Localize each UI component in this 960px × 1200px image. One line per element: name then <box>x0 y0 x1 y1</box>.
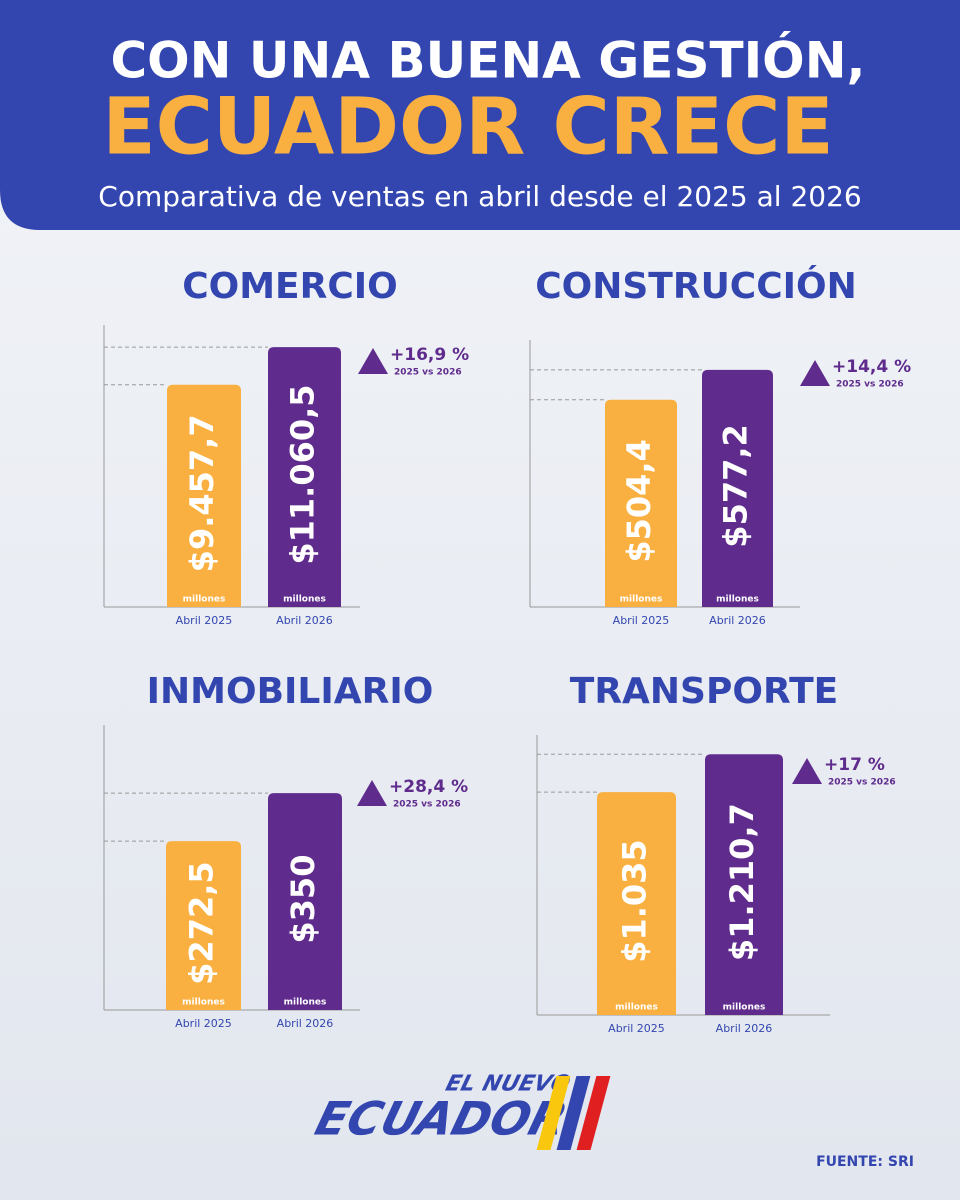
bar <box>597 792 676 1015</box>
x-tick-label: Abril 2026 <box>716 1022 773 1035</box>
chart-title: INMOBILIARIO <box>147 671 434 712</box>
bar <box>605 399 677 607</box>
header-line2: ECUADOR CRECE <box>102 82 833 172</box>
annotation-note: 2025 vs 2026 <box>836 380 904 390</box>
annotation: +14,4 % <box>832 357 911 377</box>
logo-stripe <box>556 1076 591 1150</box>
annotation-note: 2025 vs 2026 <box>828 778 896 788</box>
bar <box>268 793 342 1010</box>
chart-title: TRANSPORTE <box>570 671 838 712</box>
logo: EL NUEVO ECUADOR <box>310 1071 611 1150</box>
growth-arrow <box>800 360 830 386</box>
logo-stripe <box>536 1076 571 1150</box>
value-label: $504,4 <box>620 439 658 562</box>
x-tick-label: Abril 2025 <box>608 1022 665 1035</box>
header-subtitle: Comparativa de ventas en abril desde el … <box>98 180 861 213</box>
x-tick-label: Abril 2025 <box>175 1017 232 1030</box>
bar <box>166 841 241 1010</box>
value-label: $272,5 <box>183 861 221 984</box>
x-tick-label: Abril 2026 <box>277 1017 334 1030</box>
annotation: +17 % <box>824 755 885 775</box>
unit-label: millones <box>284 998 327 1008</box>
annotation: +28,4 % <box>389 777 468 797</box>
value-label: $1.035 <box>616 839 654 962</box>
annotation-note: 2025 vs 2026 <box>393 800 461 810</box>
bar <box>705 754 783 1015</box>
value-label: $350 <box>284 855 322 944</box>
x-tick-label: Abril 2026 <box>709 614 766 627</box>
x-tick-label: Abril 2026 <box>276 614 333 627</box>
header-band <box>0 0 960 230</box>
unit-label: millones <box>716 595 759 605</box>
bar <box>167 384 241 607</box>
x-tick-label: Abril 2025 <box>176 614 233 627</box>
logo-stripe <box>576 1076 611 1150</box>
growth-arrow <box>358 348 388 374</box>
value-label: $1.210,7 <box>723 803 761 961</box>
unit-label: millones <box>620 595 663 605</box>
growth-arrow <box>357 780 387 806</box>
chart-title: CONSTRUCCIÓN <box>535 265 857 307</box>
bar <box>702 369 773 607</box>
chart-title: COMERCIO <box>182 266 398 307</box>
logo-line2: ECUADOR <box>310 1093 573 1146</box>
value-label: $577,2 <box>717 424 755 547</box>
header-line1: CON UNA BUENA GESTIÓN, <box>110 31 865 90</box>
bar <box>268 347 341 607</box>
unit-label: millones <box>183 595 226 605</box>
x-tick-label: Abril 2025 <box>613 614 670 627</box>
annotation-note: 2025 vs 2026 <box>394 368 462 378</box>
source: FUENTE: SRI <box>816 1154 914 1170</box>
unit-label: millones <box>283 595 326 605</box>
logo-line1: EL NUEVO <box>443 1071 573 1097</box>
unit-label: millones <box>615 1003 658 1013</box>
value-label: $11.060,5 <box>284 384 322 564</box>
value-label: $9.457,7 <box>183 414 221 572</box>
growth-arrow <box>792 758 822 784</box>
unit-label: millones <box>723 1003 766 1013</box>
annotation: +16,9 % <box>390 345 469 365</box>
unit-label: millones <box>182 998 225 1008</box>
